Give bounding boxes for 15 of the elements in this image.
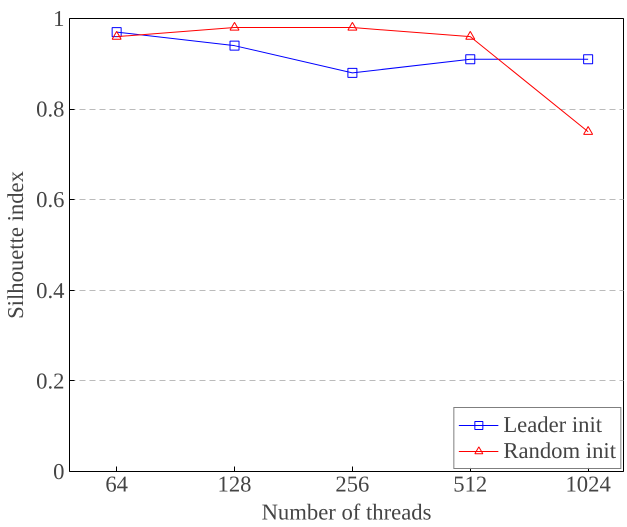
y-tick-label: 0.2 (36, 368, 65, 394)
legend-label: Leader init (503, 412, 602, 438)
y-axis-title: Silhouette index (3, 170, 28, 319)
y-tick-label: 0.8 (36, 96, 65, 122)
y-tick-label: 1 (53, 6, 64, 31)
x-tick-label: 128 (218, 472, 252, 496)
x-tick-label: 512 (453, 472, 488, 496)
x-axis-title: Number of threads (262, 500, 432, 524)
legend-label: Random init (503, 438, 616, 464)
y-tick-label: 0 (53, 459, 64, 484)
x-tick-label: 1024 (565, 472, 611, 496)
y-tick-label: 0.4 (36, 278, 65, 303)
x-tick-label: 64 (105, 472, 128, 496)
x-tick-label: 256 (335, 472, 370, 496)
y-tick-label: 0.6 (36, 187, 65, 212)
